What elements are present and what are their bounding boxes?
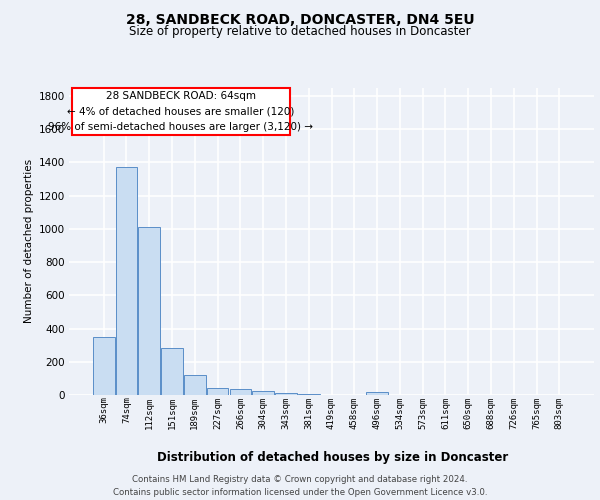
Text: Distribution of detached houses by size in Doncaster: Distribution of detached houses by size …	[157, 451, 509, 464]
Bar	[366, 392, 388, 395]
Text: 28 SANDBECK ROAD: 64sqm
← 4% of detached houses are smaller (120)
96% of semi-de: 28 SANDBECK ROAD: 64sqm ← 4% of detached…	[48, 91, 313, 132]
Bar	[93, 337, 115, 395]
Text: 28, SANDBECK ROAD, DONCASTER, DN4 5EU: 28, SANDBECK ROAD, DONCASTER, DN4 5EU	[125, 12, 475, 26]
Bar	[207, 388, 229, 395]
Bar	[139, 227, 160, 395]
Bar	[184, 375, 206, 395]
Text: Size of property relative to detached houses in Doncaster: Size of property relative to detached ho…	[129, 25, 471, 38]
Bar	[161, 348, 183, 395]
Text: Contains HM Land Registry data © Crown copyright and database right 2024.
Contai: Contains HM Land Registry data © Crown c…	[113, 475, 487, 497]
Y-axis label: Number of detached properties: Number of detached properties	[25, 159, 34, 324]
Bar	[298, 394, 320, 395]
Bar	[116, 168, 137, 395]
Bar	[253, 391, 274, 395]
Bar	[275, 392, 297, 395]
Bar	[230, 389, 251, 395]
